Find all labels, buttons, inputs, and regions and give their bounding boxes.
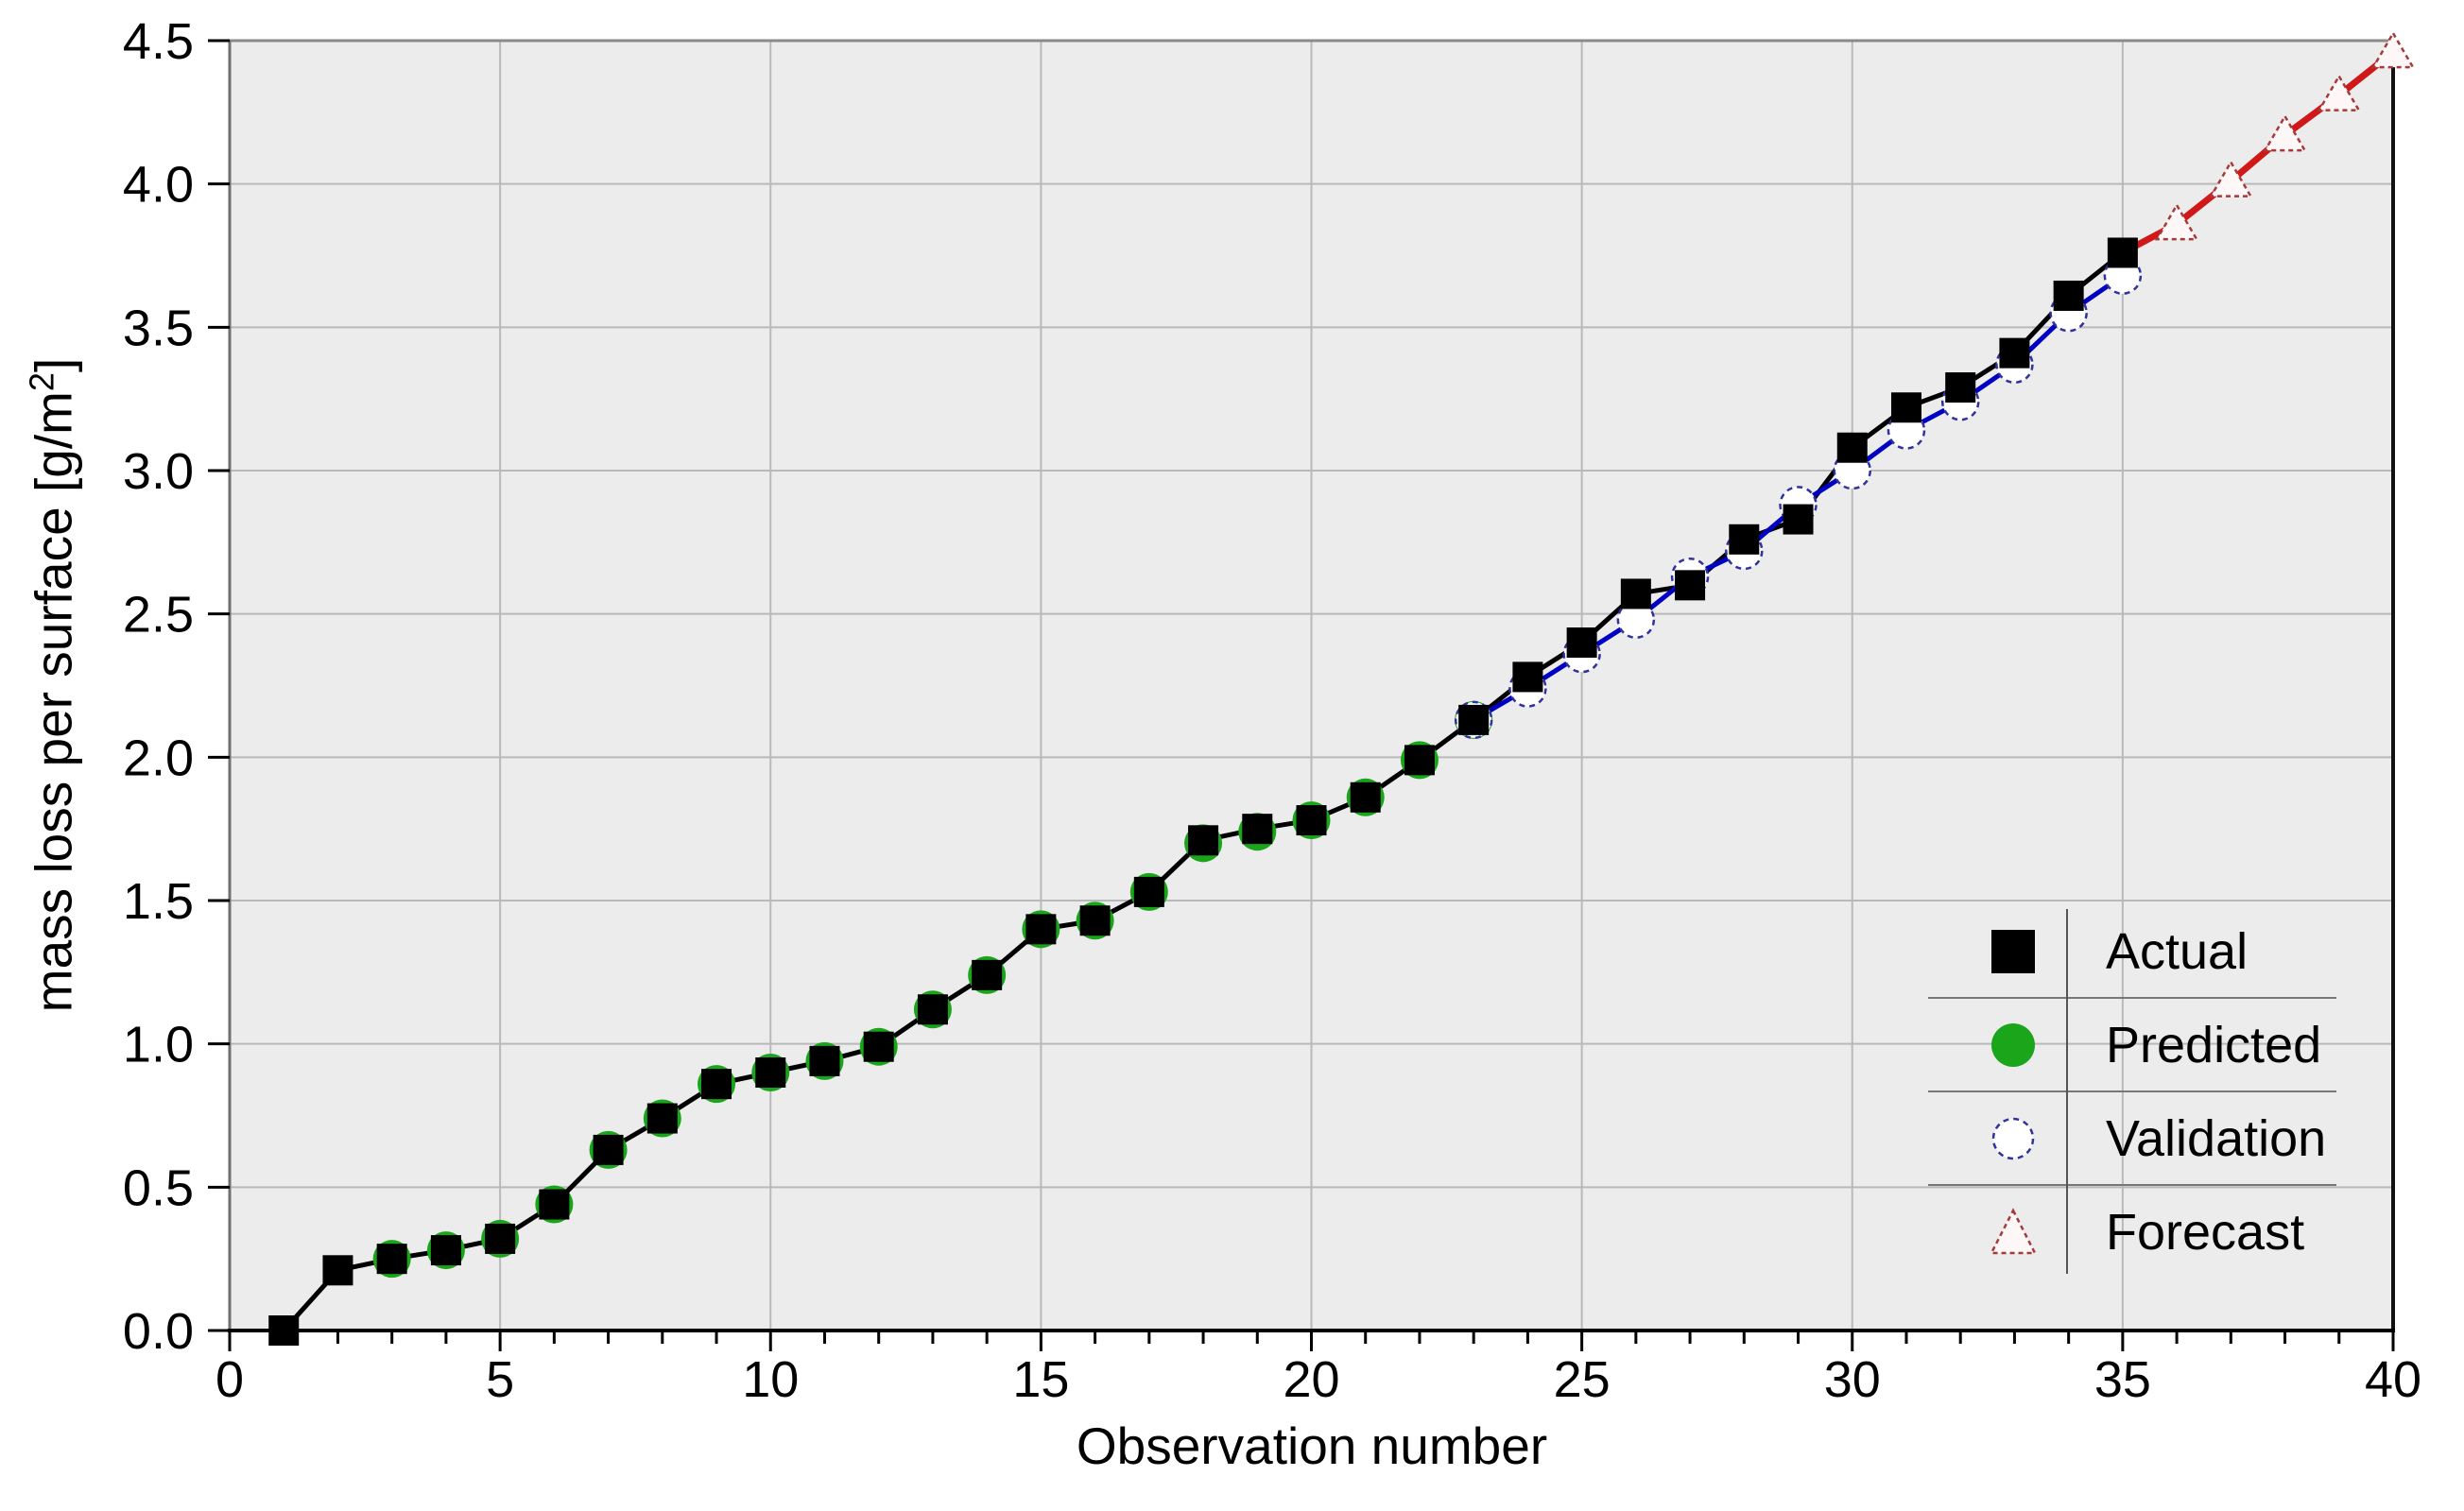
actual-point: [1675, 570, 1706, 601]
actual-point: [376, 1244, 407, 1275]
forecast-point: [2263, 113, 2307, 152]
actual-point: [755, 1057, 786, 1088]
legend-label-validation: Validation: [2106, 1109, 2327, 1167]
actual-point: [1025, 914, 1057, 945]
actual-point: [1512, 661, 1543, 693]
actual-point: [485, 1223, 516, 1254]
y-axis-title-sup: 2: [22, 372, 61, 392]
y-axis-title-suffix: ]: [24, 357, 83, 373]
open-triangle-icon: [1928, 1204, 2066, 1261]
legend-label-actual: Actual: [2106, 922, 2249, 980]
y-tick-label: 0.0: [123, 1303, 194, 1360]
actual-point: [917, 994, 948, 1025]
y-tick-label: 4.5: [123, 13, 194, 70]
filled-circle-icon: [1928, 1017, 2066, 1073]
x-tick-label: 40: [2365, 1351, 2421, 1408]
x-axis-title-text: Observation number: [1076, 1417, 1548, 1475]
y-axis-title: mass loss per surface [g/m2]: [22, 358, 83, 1012]
legend-item-actual: Actual: [1928, 905, 2336, 997]
actual-point: [1188, 825, 1219, 856]
actual-point: [268, 1315, 300, 1346]
x-axis-title: Observation number: [1077, 1416, 1547, 1476]
forecast-point: [2209, 160, 2253, 197]
actual-point: [2107, 237, 2138, 268]
actual-point: [1890, 392, 1921, 423]
actual-point: [1350, 781, 1381, 813]
actual-point: [1783, 504, 1814, 535]
legend-item-forecast: Forecast: [1928, 1184, 2336, 1278]
y-axis-title-text: mass loss per surface [g/m: [24, 391, 83, 1013]
forecast-point: [2317, 74, 2361, 112]
x-tick-label: 30: [1824, 1351, 1881, 1408]
x-tick-label: 15: [1012, 1351, 1069, 1408]
actual-point: [2053, 280, 2084, 311]
actual-point: [701, 1069, 732, 1100]
actual-point: [539, 1189, 570, 1220]
y-tick-label: 3.0: [123, 443, 194, 500]
actual-point: [322, 1255, 353, 1286]
actual-point: [1404, 745, 1435, 776]
filled-square-icon: [1928, 923, 2066, 980]
actual-point: [1079, 905, 1111, 936]
legend-label-forecast: Forecast: [2106, 1203, 2305, 1261]
open-circle-icon: [1928, 1110, 2066, 1167]
actual-point: [646, 1103, 678, 1134]
actual-point: [1133, 876, 1164, 907]
y-tick-label: 0.5: [123, 1159, 194, 1216]
x-tick-label: 25: [1554, 1351, 1611, 1408]
legend-divider: [2066, 909, 2068, 1274]
x-tick-label: 5: [486, 1351, 514, 1408]
actual-point: [1566, 627, 1597, 658]
actual-point: [863, 1031, 894, 1062]
y-tick-label: 1.5: [123, 873, 194, 930]
x-tick-label: 35: [2094, 1351, 2151, 1408]
x-tick-label: 20: [1283, 1351, 1339, 1408]
legend-label-predicted: Predicted: [2106, 1016, 2322, 1073]
actual-point: [1242, 814, 1273, 845]
actual-point: [1620, 578, 1651, 610]
actual-point: [1836, 432, 1868, 463]
actual-point: [430, 1235, 461, 1266]
x-tick-label: 0: [215, 1351, 244, 1408]
actual-point: [1999, 337, 2030, 369]
x-tick-label: 10: [742, 1351, 799, 1408]
actual-point: [593, 1134, 624, 1165]
y-tick-label: 3.5: [123, 300, 194, 356]
legend-item-validation: Validation: [1928, 1090, 2336, 1184]
y-tick-label: 2.0: [123, 730, 194, 786]
forecast-point: [2370, 30, 2416, 69]
y-tick-label: 1.0: [123, 1017, 194, 1073]
y-tick-label: 4.0: [123, 157, 194, 214]
actual-point: [1296, 805, 1327, 836]
actual-point: [1729, 524, 1760, 555]
actual-point: [972, 959, 1003, 990]
actual-point: [1458, 704, 1490, 735]
legend-item-predicted: Predicted: [1928, 997, 2336, 1090]
forecast-point: [2154, 202, 2199, 241]
y-tick-label: 2.5: [123, 587, 194, 644]
actual-point: [809, 1045, 840, 1076]
actual-point: [1945, 372, 1976, 404]
legend: Actual Predicted Validation Forecast: [1928, 905, 2336, 1278]
